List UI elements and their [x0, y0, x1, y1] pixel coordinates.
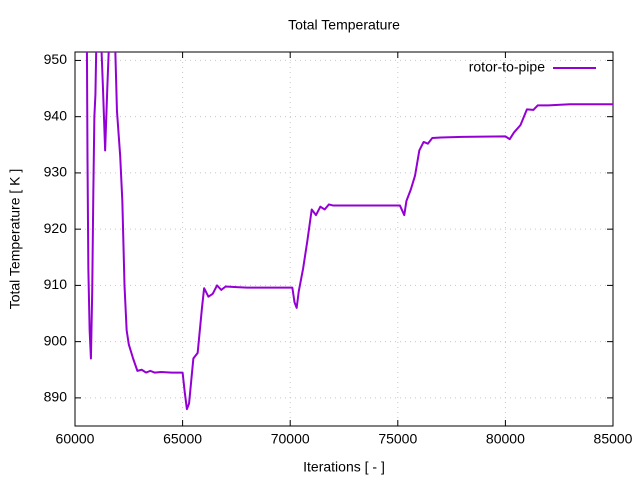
y-tick-label: 940 [44, 107, 68, 123]
x-axis-label: Iterations [ - ] [303, 459, 385, 475]
y-tick-label: 920 [44, 220, 68, 236]
plot-frame [74, 51, 614, 427]
y-axis-label: Total Temperature [ K ] [7, 169, 23, 310]
plot-area [85, 52, 613, 411]
chart-title: Total Temperature [288, 17, 400, 33]
x-tick-label: 85000 [594, 431, 633, 447]
x-tick-label: 75000 [378, 431, 417, 447]
y-tick-label: 950 [44, 51, 68, 67]
data-line [85, 52, 613, 411]
x-tick-label: 65000 [163, 431, 202, 447]
y-tick-label: 890 [44, 389, 68, 405]
y-tick-label: 900 [44, 332, 68, 348]
x-tick-label: 70000 [271, 431, 310, 447]
x-tick-label: 80000 [486, 431, 525, 447]
y-tick-label: 910 [44, 276, 68, 292]
legend-label: rotor-to-pipe [469, 59, 545, 75]
x-tick-label: 60000 [56, 431, 95, 447]
y-tick-label: 930 [44, 164, 68, 180]
